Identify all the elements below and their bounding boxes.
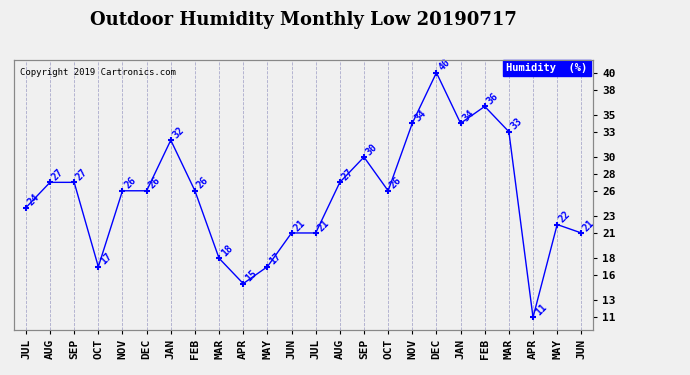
Text: Copyright 2019 Cartronics.com: Copyright 2019 Cartronics.com <box>19 68 175 77</box>
Text: 21: 21 <box>316 217 331 233</box>
Text: 21: 21 <box>292 217 307 233</box>
Text: 30: 30 <box>364 142 380 157</box>
Text: 27: 27 <box>340 167 355 182</box>
Text: 17: 17 <box>268 251 283 267</box>
Text: 36: 36 <box>485 91 500 106</box>
Text: 18: 18 <box>219 243 235 258</box>
Text: 32: 32 <box>171 125 186 140</box>
Text: 15: 15 <box>244 268 259 284</box>
Text: 26: 26 <box>388 176 404 191</box>
Text: 34: 34 <box>461 108 476 123</box>
Text: 11: 11 <box>533 302 549 317</box>
Text: 22: 22 <box>558 209 573 225</box>
Text: Outdoor Humidity Monthly Low 20190717: Outdoor Humidity Monthly Low 20190717 <box>90 11 517 29</box>
Text: 40: 40 <box>437 57 452 73</box>
Text: Humidity  (%): Humidity (%) <box>506 63 588 73</box>
Text: 34: 34 <box>413 108 428 123</box>
Text: 27: 27 <box>50 167 66 182</box>
Text: 17: 17 <box>99 251 114 267</box>
Text: 24: 24 <box>26 192 41 208</box>
Text: 26: 26 <box>147 176 162 191</box>
Text: 33: 33 <box>509 116 524 132</box>
Text: 26: 26 <box>195 176 210 191</box>
Text: 21: 21 <box>582 217 597 233</box>
Text: 26: 26 <box>123 176 138 191</box>
Text: 27: 27 <box>75 167 90 182</box>
